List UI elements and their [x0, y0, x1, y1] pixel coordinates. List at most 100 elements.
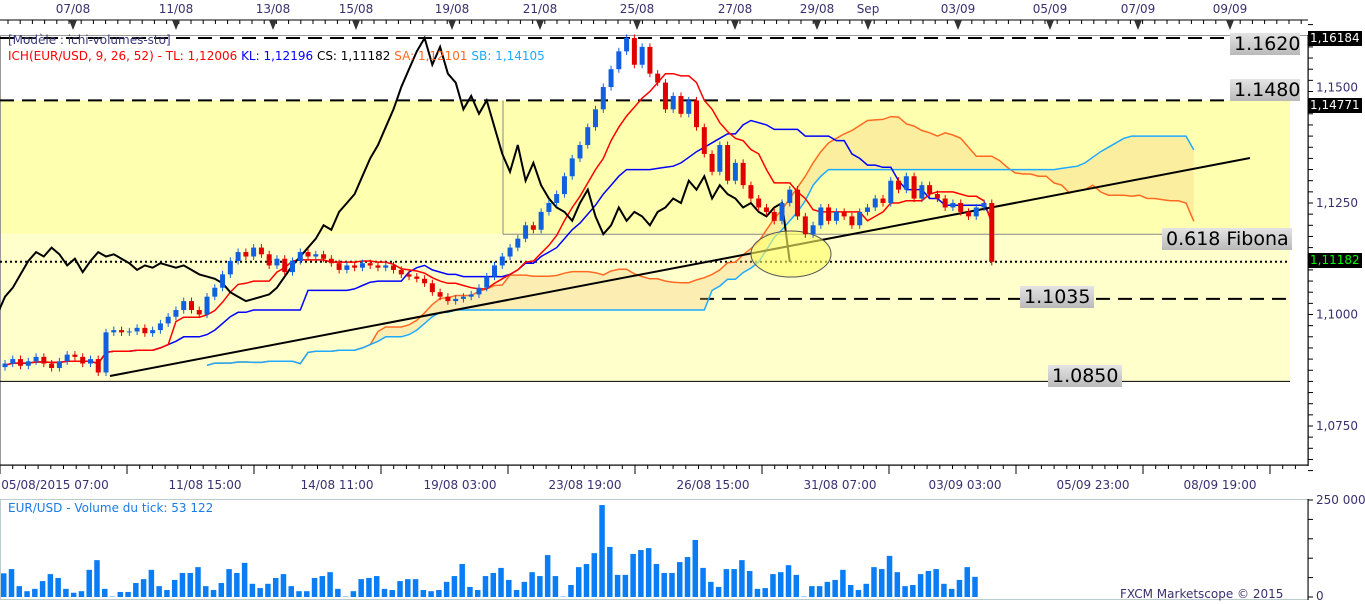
volume-bar	[249, 583, 256, 597]
candle-bullish	[554, 194, 560, 203]
volume-bar	[86, 569, 92, 597]
ichimoku-legend: ICH(EUR/USD, 9, 26, 52) - TL: 1,12006 KL…	[8, 49, 545, 63]
volume-bar	[871, 567, 877, 597]
level-label-1-1480[interactable]: 1.1480	[1230, 79, 1300, 101]
volume-bar	[645, 548, 652, 597]
volume-bar	[397, 581, 403, 597]
volume-bar	[39, 581, 46, 597]
volume-bar	[972, 576, 978, 597]
candle-bearish	[841, 211, 847, 217]
volume-bar	[591, 553, 598, 597]
volume-bar	[459, 564, 465, 597]
candle-bullish	[25, 361, 31, 366]
date-marker-icon	[352, 20, 360, 30]
volume-bar	[32, 588, 38, 597]
candle-bearish	[771, 211, 777, 221]
kijun-sen-line	[4, 119, 993, 367]
volume-bar	[575, 567, 582, 597]
volume-bar	[715, 586, 722, 597]
level-label-fibonacci[interactable]: 0.618 Fibona	[1162, 228, 1292, 250]
volume-bar	[257, 588, 263, 597]
candle-bullish	[111, 330, 117, 333]
candle-bullish	[289, 260, 295, 273]
candle-bearish	[880, 198, 886, 203]
candle-bullish	[857, 211, 863, 226]
volume-bar	[187, 572, 193, 597]
candle-bullish	[561, 176, 567, 195]
volume-legend: EUR/USD - Volume du tick: 53 122	[8, 501, 214, 515]
level-label-1-1620[interactable]: 1.1620	[1230, 33, 1300, 55]
top-date-label: 09/09	[1213, 2, 1248, 16]
volume-bar	[832, 579, 838, 597]
candle-bearish	[398, 269, 404, 275]
date-marker-icon	[536, 20, 544, 30]
candle-bullish	[600, 87, 606, 110]
volume-bar	[335, 588, 341, 597]
volume-bar	[847, 584, 854, 597]
volume-bar	[358, 579, 364, 597]
candle-bearish	[694, 100, 700, 128]
candle-bullish	[903, 176, 909, 190]
volume-bar	[863, 583, 869, 597]
volume-bar	[754, 588, 761, 597]
volume-bar	[521, 581, 528, 597]
price-axis-label: 1,1250	[1316, 196, 1358, 210]
volume-bar	[373, 576, 380, 597]
candle-bullish	[787, 189, 793, 203]
volume-bar	[218, 583, 225, 597]
top-date-label: 07/09	[1121, 2, 1156, 16]
trendline	[109, 157, 1251, 377]
highlight-ellipse	[750, 230, 832, 278]
candle-bullish	[173, 310, 179, 317]
volume-axis-label: 0	[1316, 589, 1324, 603]
top-date-label: 11/08	[159, 2, 194, 16]
candle-bullish	[515, 238, 521, 248]
candle-bullish	[87, 359, 93, 364]
volume-bar	[467, 586, 473, 597]
candle-bullish	[732, 162, 738, 181]
bottom-date-label: 14/08 11:00	[301, 478, 374, 492]
volume-bar	[855, 590, 862, 597]
candle-bullish	[888, 180, 894, 203]
level-label-1-0850[interactable]: 1.0850	[1048, 365, 1123, 387]
date-marker-icon	[1134, 20, 1142, 30]
candle-bullish	[383, 265, 389, 268]
candle-bullish	[157, 323, 163, 331]
candle-bearish	[631, 37, 637, 65]
bottom-date-label: 05/09 23:00	[1057, 478, 1130, 492]
volume-bar	[910, 584, 916, 597]
volume-bar	[684, 557, 691, 597]
volume-bar	[241, 562, 248, 597]
watermark: FXCM Marketscope © 2015	[1120, 587, 1284, 601]
volume-bar	[226, 569, 232, 597]
volume-bar	[428, 591, 434, 597]
candle-bearish	[406, 274, 412, 277]
volume-bar	[350, 591, 357, 597]
level-label-1-1035[interactable]: 1.1035	[1020, 286, 1095, 308]
volume-bar	[544, 555, 551, 597]
volume-bar	[171, 579, 178, 597]
volume-bar	[311, 577, 318, 597]
volume-bar	[55, 577, 61, 597]
candle-bearish	[41, 356, 47, 364]
volume-bar	[669, 572, 675, 597]
volume-bar	[443, 581, 450, 597]
candle-bearish	[965, 211, 971, 217]
candle-bearish	[826, 207, 832, 221]
volume-bar	[770, 574, 776, 597]
candle-bullish	[126, 331, 132, 333]
tl-value: TL: 1,12006	[165, 49, 238, 63]
candle-bullish	[64, 354, 70, 362]
candle-bullish	[220, 274, 226, 288]
candle-bullish	[56, 361, 62, 369]
candle-bearish	[119, 330, 125, 333]
candle-bearish	[352, 265, 358, 268]
candle-bearish	[802, 216, 808, 235]
bottom-date-label: 23/08 19:00	[549, 478, 622, 492]
volume-bar	[234, 572, 240, 597]
volume-bar	[529, 572, 535, 597]
candle-bullish	[779, 203, 785, 221]
volume-bar	[296, 591, 302, 597]
volume-bar	[63, 588, 69, 597]
candle-bearish	[911, 176, 917, 199]
